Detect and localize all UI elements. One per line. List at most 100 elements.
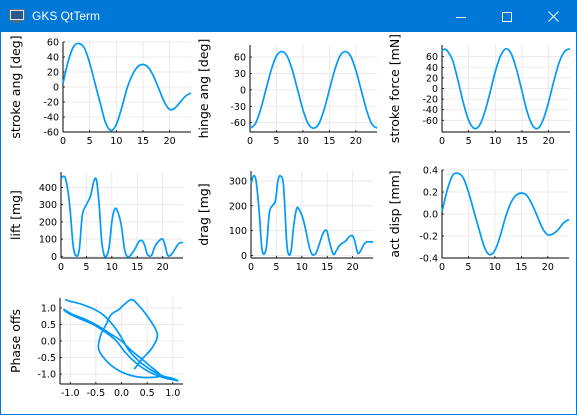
x-tick-label: 15 bbox=[137, 136, 149, 147]
minimize-button[interactable] bbox=[438, 1, 484, 32]
x-tick-label: 15 bbox=[131, 262, 143, 273]
x-tick-label: 0 bbox=[248, 262, 254, 273]
y-tick-label: -40 bbox=[422, 105, 438, 116]
y-tick-label: 100 bbox=[39, 235, 57, 246]
y-tick-label: 60 bbox=[234, 53, 246, 64]
y-tick-label: 300 bbox=[229, 176, 247, 187]
x-tick-label: 0 bbox=[58, 262, 64, 273]
x-tick-label: 10 bbox=[489, 136, 501, 147]
y-tick-label: -0.2 bbox=[419, 232, 438, 243]
x-tick-label: 5 bbox=[465, 262, 471, 273]
x-tick-label: 10 bbox=[489, 262, 501, 273]
y-tick-label: 1.0 bbox=[41, 303, 56, 314]
window-title: GKS QtTerm bbox=[32, 9, 101, 23]
x-tick-label: 20 bbox=[543, 136, 555, 147]
y-tick-label: -1.0 bbox=[37, 370, 56, 381]
x-tick-label: 15 bbox=[516, 136, 528, 147]
y-tick-label: 20 bbox=[426, 73, 438, 84]
x-tick-label: 0 bbox=[439, 262, 445, 273]
x-tick-label: 0.5 bbox=[140, 388, 155, 399]
y-axis-label: act disp [mm] bbox=[387, 170, 402, 257]
y-tick-label: -60 bbox=[422, 116, 438, 127]
y-axis-label: stroke force [mN] bbox=[387, 34, 402, 143]
y-tick-label: -0.5 bbox=[37, 353, 56, 364]
y-axis-label: lift [mg] bbox=[8, 190, 23, 240]
y-tick-label: -20 bbox=[43, 98, 59, 109]
y-tick-label: 0 bbox=[51, 252, 57, 263]
x-tick-label: 0 bbox=[439, 136, 445, 147]
y-axis-label: drag [mg] bbox=[196, 183, 211, 246]
x-tick-label: 15 bbox=[323, 136, 335, 147]
y-tick-label: 0.0 bbox=[41, 337, 56, 348]
x-tick-label: 0.0 bbox=[114, 388, 129, 399]
y-tick-label: -0.4 bbox=[419, 254, 438, 265]
y-tick-label: 0 bbox=[432, 84, 438, 95]
x-tick-label: 0 bbox=[247, 136, 253, 147]
y-tick-label: 0 bbox=[240, 85, 246, 96]
close-button[interactable] bbox=[530, 1, 576, 32]
y-tick-label: 0 bbox=[53, 83, 59, 94]
y-tick-label: -40 bbox=[43, 113, 59, 124]
x-tick-label: 1.0 bbox=[165, 388, 180, 399]
x-tick-label: 5 bbox=[273, 262, 279, 273]
series-line bbox=[441, 47, 571, 130]
y-tick-label: 40 bbox=[47, 53, 59, 64]
series-line bbox=[63, 298, 179, 382]
y-axis-label: stroke ang [deg] bbox=[8, 35, 23, 138]
y-tick-label: 300 bbox=[39, 200, 57, 211]
series-line bbox=[441, 172, 570, 256]
y-tick-label: 400 bbox=[39, 183, 57, 194]
x-tick-label: -0.5 bbox=[87, 388, 106, 399]
x-tick-label: 5 bbox=[87, 136, 93, 147]
y-tick-label: 30 bbox=[234, 69, 246, 80]
x-tick-label: 10 bbox=[296, 262, 308, 273]
x-tick-label: -1.0 bbox=[61, 388, 80, 399]
x-tick-label: 10 bbox=[297, 136, 309, 147]
subplot-2: 0 5 10 15 20 -60 -30 0 30 60 hinge ang [deg] bbox=[196, 39, 378, 147]
y-tick-label: 200 bbox=[229, 201, 247, 212]
y-tick-label: 0.0 bbox=[423, 210, 438, 221]
y-tick-label: -30 bbox=[230, 102, 246, 113]
y-tick-label: 100 bbox=[229, 226, 247, 237]
x-tick-label: 20 bbox=[164, 136, 176, 147]
series-line bbox=[62, 42, 192, 132]
title-bar[interactable]: GKS QtTerm bbox=[1, 1, 576, 32]
y-axis-label: hinge ang [deg] bbox=[196, 39, 211, 139]
y-tick-label: 0.5 bbox=[41, 320, 56, 331]
subplot-6: 0 5 10 15 20 -0.4 -0.2 0.0 0.2 0.4 act disp [mm] bbox=[387, 166, 570, 273]
series-line bbox=[249, 50, 378, 130]
x-tick-label: 10 bbox=[106, 262, 118, 273]
y-tick-label: -60 bbox=[43, 128, 59, 139]
y-tick-label: 20 bbox=[47, 68, 59, 79]
x-tick-label: 15 bbox=[321, 262, 333, 273]
y-axis-label: Phase offs bbox=[8, 309, 23, 373]
x-tick-label: 20 bbox=[350, 136, 362, 147]
x-tick-label: 15 bbox=[515, 262, 527, 273]
x-tick-label: 5 bbox=[466, 136, 472, 147]
x-tick-label: 20 bbox=[542, 262, 554, 273]
series-line bbox=[250, 174, 373, 256]
y-tick-label: 200 bbox=[39, 217, 57, 228]
plot-canvas: 0 5 10 15 20 -60 -40 -20 0 20 40 60 stroke ang [deg]… bbox=[1, 32, 576, 414]
y-tick-label: -60 bbox=[230, 118, 246, 129]
x-tick-label: 10 bbox=[110, 136, 122, 147]
y-tick-label: 60 bbox=[47, 38, 59, 49]
y-tick-label: 0 bbox=[241, 251, 247, 262]
x-tick-label: 20 bbox=[157, 262, 169, 273]
y-tick-label: 60 bbox=[426, 52, 438, 63]
x-tick-label: 5 bbox=[273, 136, 279, 147]
terminal-app-icon bbox=[9, 9, 25, 23]
x-tick-label: 0 bbox=[60, 136, 66, 147]
maximize-button[interactable] bbox=[484, 1, 530, 32]
x-tick-label: 5 bbox=[83, 262, 89, 273]
maximize-icon bbox=[502, 11, 512, 22]
y-tick-label: 0.4 bbox=[423, 166, 438, 177]
y-tick-label: -20 bbox=[422, 95, 438, 106]
x-tick-label: 20 bbox=[347, 262, 359, 273]
minimize-icon bbox=[456, 16, 466, 18]
